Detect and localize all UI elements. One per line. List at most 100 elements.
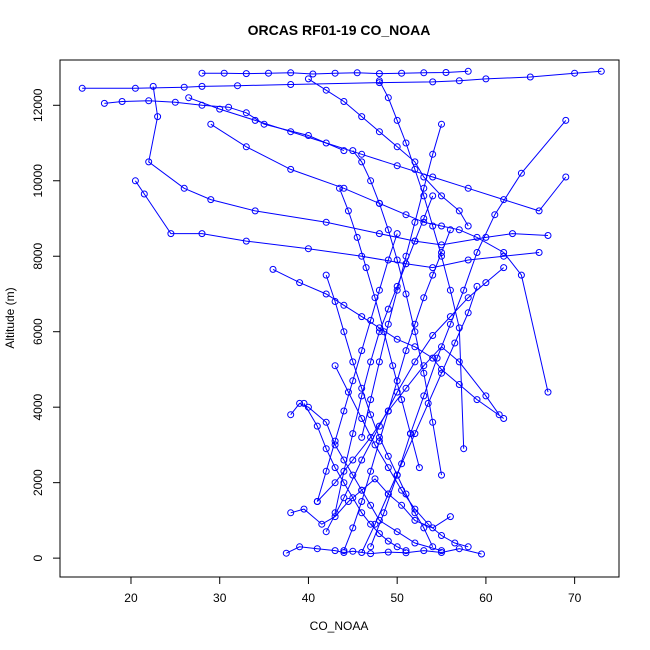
data-point	[340, 98, 348, 105]
data-point	[367, 358, 375, 366]
x-axis-label: CO_NOAA	[310, 619, 369, 633]
series-line	[361, 286, 478, 553]
data-point	[389, 362, 397, 370]
data-point	[393, 471, 401, 479]
data-point	[446, 286, 454, 294]
data-point	[367, 543, 375, 551]
x-tick-label: 60	[479, 591, 493, 605]
data-point	[225, 103, 233, 111]
data-point	[384, 256, 392, 264]
data-point	[464, 222, 472, 230]
data-point	[375, 70, 383, 78]
series-20	[375, 77, 468, 453]
data-point	[473, 233, 481, 241]
data-point	[411, 320, 419, 328]
data-point	[429, 354, 437, 362]
data-point	[420, 215, 428, 222]
data-point	[331, 69, 339, 77]
data-point	[517, 271, 525, 279]
data-point	[464, 294, 472, 302]
data-point	[455, 358, 463, 366]
data-point	[384, 464, 392, 472]
data-point	[398, 460, 406, 468]
data-point	[429, 78, 437, 86]
y-axis-label: Altitude (m)	[3, 287, 17, 348]
data-point	[438, 471, 445, 479]
axes-layer: 20 30 40 50 60 70 0 2000 4000 6000 8000 10000 12000	[31, 88, 582, 605]
data-point	[411, 358, 419, 366]
data-point	[464, 309, 472, 317]
data-point	[398, 486, 406, 494]
data-point	[349, 430, 357, 438]
chart-title: ORCAS RF01-19 CO_NOAA	[248, 22, 431, 38]
data-point	[411, 165, 419, 173]
x-tick-label: 70	[568, 591, 582, 605]
data-point	[358, 456, 366, 464]
data-point	[455, 226, 463, 234]
data-point	[393, 162, 401, 170]
data-point	[384, 305, 392, 313]
data-point	[242, 237, 250, 245]
data-point	[438, 369, 445, 377]
data-point	[411, 505, 419, 513]
series-line	[334, 195, 434, 513]
data-point	[149, 82, 157, 90]
data-point	[464, 67, 472, 75]
data-point	[438, 343, 445, 351]
data-point	[358, 313, 366, 321]
series-13	[367, 116, 570, 551]
data-point	[322, 290, 330, 298]
data-point	[402, 347, 410, 355]
data-point	[340, 407, 348, 415]
series-9	[287, 475, 454, 532]
data-point	[234, 82, 241, 90]
series-8	[282, 543, 485, 558]
data-point	[411, 430, 419, 438]
data-point	[322, 528, 330, 536]
series-line	[104, 100, 345, 152]
data-point	[398, 501, 406, 509]
data-point	[375, 437, 383, 445]
series-24	[313, 230, 401, 505]
data-point	[429, 222, 437, 230]
data-point	[446, 513, 454, 521]
data-point	[535, 207, 543, 215]
data-point	[336, 184, 343, 192]
data-point	[375, 199, 383, 207]
series-22	[300, 399, 410, 555]
data-point	[420, 369, 428, 377]
data-point	[451, 539, 459, 547]
data-point	[597, 67, 605, 75]
data-point	[500, 196, 508, 204]
data-point	[367, 177, 375, 185]
data-point	[269, 265, 277, 273]
data-point	[433, 354, 441, 362]
data-point	[384, 407, 392, 415]
data-point	[304, 132, 312, 139]
series-line	[316, 233, 398, 502]
series-26	[358, 120, 445, 441]
data-point	[429, 271, 437, 279]
series-14	[349, 147, 445, 479]
data-point	[220, 69, 228, 77]
data-point	[411, 237, 419, 245]
data-point	[367, 396, 375, 404]
data-point	[375, 286, 383, 294]
data-point	[331, 362, 339, 370]
data-point	[367, 411, 375, 419]
data-point	[438, 252, 445, 260]
data-point	[411, 516, 419, 524]
data-point	[207, 120, 215, 128]
data-point	[344, 498, 352, 505]
data-point	[393, 388, 401, 396]
data-point	[384, 537, 392, 545]
data-point	[304, 75, 312, 83]
data-point	[442, 69, 450, 76]
data-point	[429, 418, 437, 426]
data-point	[402, 252, 410, 260]
data-point	[154, 113, 162, 121]
data-point	[375, 422, 383, 430]
data-point	[265, 69, 272, 77]
data-point	[198, 82, 206, 90]
data-point	[304, 245, 312, 253]
